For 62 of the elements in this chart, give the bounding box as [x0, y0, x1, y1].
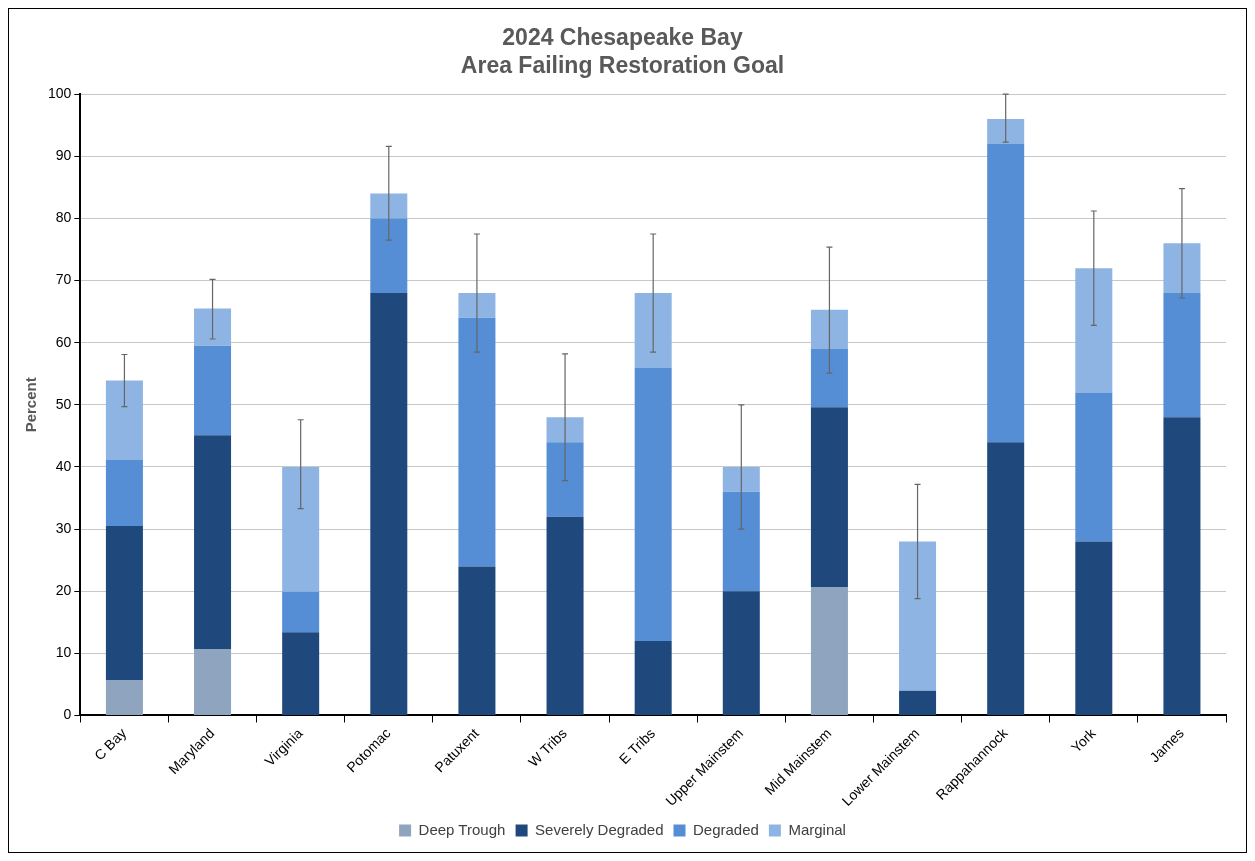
- bar: [105, 526, 143, 681]
- x-tick-label: E Tribs: [615, 724, 659, 768]
- bar: [987, 143, 1025, 443]
- y-tick-label: 100: [48, 85, 72, 102]
- legend-label: Degraded: [693, 820, 759, 838]
- x-tick-label: C Bay: [91, 724, 130, 764]
- bar: [634, 367, 672, 641]
- bar: [899, 541, 937, 691]
- bar: [1163, 417, 1201, 715]
- bar: [105, 459, 143, 526]
- bar: [546, 417, 584, 443]
- bar: [810, 309, 848, 349]
- bar: [1075, 541, 1113, 715]
- bar: [1163, 293, 1201, 418]
- bar: [722, 491, 760, 592]
- bar: [105, 380, 143, 460]
- bar: [722, 466, 760, 492]
- y-tick-label: 70: [55, 271, 72, 288]
- bar: [546, 516, 584, 715]
- y-tick-label: 10: [55, 644, 72, 661]
- bar: [899, 690, 937, 715]
- legend-label: Severely Degraded: [535, 820, 664, 838]
- y-tick-label: 30: [55, 519, 72, 536]
- bar: [1075, 268, 1113, 393]
- bar: [634, 293, 672, 368]
- x-tick-label: York: [1067, 724, 1100, 756]
- bar: [546, 442, 584, 517]
- y-tick-label: 90: [55, 147, 72, 164]
- legend-label: Deep Trough: [418, 820, 506, 838]
- bar: [810, 586, 848, 715]
- legend-label: Marginal: [788, 820, 846, 838]
- y-axis-title: Percent: [22, 377, 40, 433]
- bar: [370, 193, 408, 219]
- bar: [458, 293, 496, 318]
- bar: [458, 317, 496, 567]
- y-tick-label: 60: [55, 333, 72, 350]
- bar: [1163, 243, 1201, 294]
- bar: [370, 218, 408, 294]
- bar: [194, 308, 232, 346]
- bar: [987, 442, 1025, 715]
- bar: [194, 345, 232, 436]
- bar: [810, 407, 848, 587]
- y-tick-label: 50: [55, 395, 72, 412]
- y-tick-label: 40: [55, 457, 72, 474]
- chart-title: 2024 Chesapeake Bay Area Failing Restoration Goal: [460, 24, 785, 78]
- bar: [282, 466, 320, 592]
- bar: [1075, 392, 1113, 542]
- bar: [105, 680, 143, 715]
- bar: [634, 640, 672, 715]
- bar: [194, 649, 232, 715]
- bar: [722, 591, 760, 715]
- bar: [810, 348, 848, 408]
- y-tick-label: 80: [55, 209, 72, 226]
- bar: [370, 293, 408, 715]
- y-tick-label: 20: [55, 582, 72, 599]
- bar: [987, 119, 1025, 144]
- x-tick-label: W Tribs: [525, 724, 570, 770]
- bar: [458, 566, 496, 715]
- bar: [282, 591, 320, 633]
- bar: [282, 632, 320, 715]
- y-tick-label: 0: [63, 706, 72, 723]
- bar: [194, 435, 232, 650]
